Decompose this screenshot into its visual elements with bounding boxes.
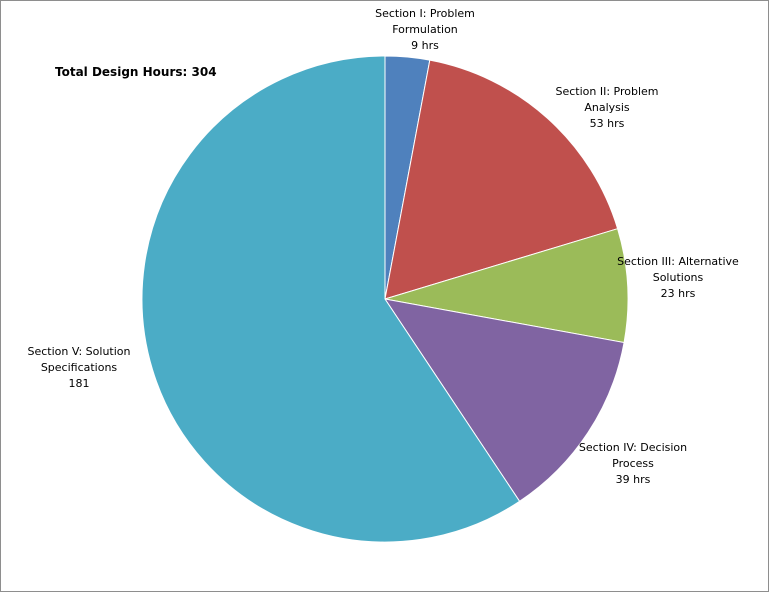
slice-label-line: Formulation bbox=[392, 23, 458, 36]
pie-slice-2 bbox=[384, 59, 619, 300]
slice-label-line: Process bbox=[612, 457, 654, 470]
slice-labels: Section I: Problem Formulation 9 hrsSectio… bbox=[27, 7, 739, 486]
pie-slices bbox=[141, 55, 629, 543]
slice-label-line: 39 hrs bbox=[616, 473, 651, 486]
slice-label-line: Section IV: Decision bbox=[579, 441, 687, 454]
slice-label-line: Solutions bbox=[653, 271, 704, 284]
slice-label-2: Section II: Problem Analysis 53 hrs bbox=[555, 85, 658, 130]
slice-label-line: 53 hrs bbox=[590, 117, 625, 130]
slice-label-line: Specifications bbox=[41, 361, 118, 374]
slice-label-1: Section I: Problem Formulation 9 hrs bbox=[375, 7, 475, 52]
slice-label-line: 23 hrs bbox=[661, 287, 696, 300]
slice-label-line: Section V: Solution bbox=[27, 345, 130, 358]
slice-label-4: Section IV: Decision Process 39 hrs bbox=[579, 441, 687, 486]
slice-label-line: Section II: Problem bbox=[555, 85, 658, 98]
pie-slice-3 bbox=[384, 228, 629, 344]
slice-label-line: 181 bbox=[69, 377, 90, 390]
slice-label-3: Section III: Alternative Solutions 23 hrs bbox=[617, 255, 739, 300]
slice-label-line: Section III: Alternative bbox=[617, 255, 739, 268]
slice-label-line: Analysis bbox=[584, 101, 630, 114]
pie-slice-5 bbox=[141, 55, 521, 543]
pie-slice-4 bbox=[383, 298, 625, 503]
slice-label-line: 9 hrs bbox=[411, 39, 439, 52]
slice-label-line: Section I: Problem bbox=[375, 7, 475, 20]
slice-label-5: Section V: Solution Specifications 181 bbox=[27, 345, 130, 390]
chart-title: Total Design Hours: 304 bbox=[55, 65, 217, 79]
